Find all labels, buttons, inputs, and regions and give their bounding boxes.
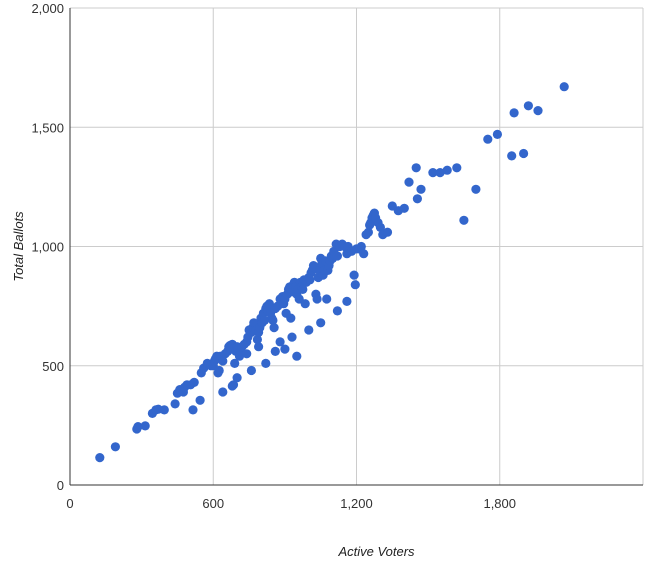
data-point (275, 337, 285, 347)
data-point (261, 358, 271, 368)
data-point (133, 422, 143, 432)
data-point (195, 395, 205, 405)
y-tick-label: 500 (42, 359, 64, 374)
data-point (416, 184, 426, 194)
data-point (189, 377, 199, 387)
data-point (559, 82, 569, 92)
data-point (363, 227, 373, 237)
data-point (232, 373, 242, 383)
data-point (188, 405, 198, 415)
data-point (404, 177, 414, 187)
data-point (316, 318, 326, 328)
data-point (442, 165, 452, 175)
data-point (523, 101, 534, 111)
data-point (227, 381, 237, 391)
data-point (411, 163, 421, 173)
data-point (218, 356, 228, 366)
data-point (304, 325, 314, 335)
data-point (428, 168, 438, 178)
data-point (375, 222, 385, 232)
data-point (268, 315, 278, 325)
axes (69, 8, 643, 486)
data-point (359, 249, 369, 259)
data-point (292, 351, 302, 361)
data-point (312, 294, 322, 304)
data-point (382, 227, 393, 237)
data-point (435, 168, 445, 178)
data-point (507, 151, 517, 161)
y-tick-label: 1,500 (31, 120, 64, 135)
data-point (459, 215, 469, 225)
data-point (270, 346, 280, 356)
data-point (286, 313, 296, 323)
data-point (483, 134, 493, 144)
data-point (332, 251, 342, 261)
y-tick-label: 0 (57, 478, 64, 493)
data-point (332, 306, 342, 316)
x-tick-label: 0 (66, 496, 73, 511)
data-point (214, 365, 224, 376)
data-point (492, 129, 502, 139)
data-point (280, 344, 290, 354)
y-tick-label: 1,000 (31, 240, 64, 255)
data-point (509, 108, 519, 118)
data-point (242, 349, 252, 359)
data-point (519, 148, 529, 159)
data-point (246, 365, 256, 376)
data-point (159, 405, 169, 415)
data-point (230, 358, 240, 368)
data-point (452, 163, 462, 173)
data-point (412, 194, 422, 204)
x-tick-label: 600 (202, 496, 224, 511)
data-point (140, 421, 150, 431)
data-point (342, 296, 352, 306)
data-point (218, 387, 228, 397)
y-axis-label: Total Ballots (11, 211, 26, 282)
data-point (95, 453, 105, 463)
data-point (399, 203, 409, 213)
data-point (170, 399, 180, 409)
data-point (252, 334, 262, 345)
data-point (110, 442, 120, 452)
x-tick-label: 1,800 (483, 496, 516, 511)
data-point (269, 323, 279, 333)
data-point (260, 315, 270, 325)
data-point (287, 332, 297, 342)
data-point (349, 270, 359, 280)
data-point (322, 294, 332, 304)
tick-labels: 0 600 1,200 1,800 0 500 1,000 1,500 2,000 (31, 1, 516, 511)
data-point (254, 342, 264, 352)
data-point (300, 299, 310, 309)
data-point (305, 275, 315, 285)
data-point (350, 280, 360, 290)
data-point (471, 184, 481, 194)
data-point (356, 241, 366, 252)
y-tick-label: 2,000 (31, 1, 64, 16)
data-points (95, 82, 569, 463)
x-tick-label: 1,200 (340, 496, 373, 511)
x-axis-label: Active Voters (337, 544, 415, 559)
data-point (533, 106, 543, 116)
data-point (298, 284, 308, 294)
